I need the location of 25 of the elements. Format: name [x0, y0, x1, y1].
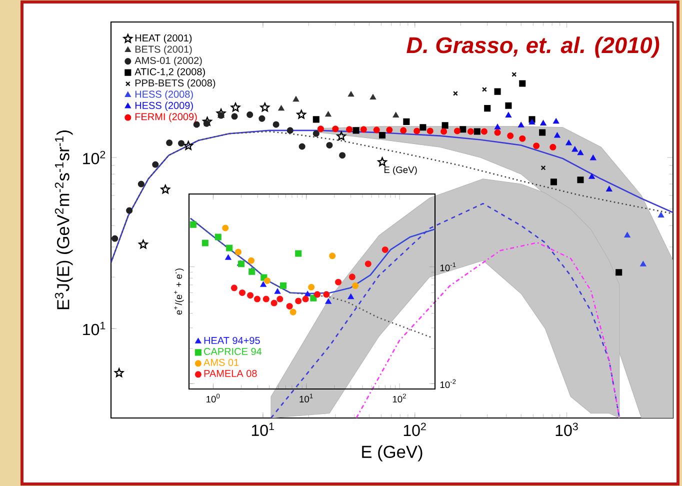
text: E$^{3}$J(E) (GeV$^{2}$m$^{-2}$s$^{-1}$sr$^{-1}$) [54, 130, 73, 310]
legend-label: BETS (2001) [135, 45, 192, 55]
legend-label: AMS 01 [204, 358, 239, 366]
legend-label: HEAT 94+95 [204, 336, 260, 344]
annotation: D. Grasso, et. al. (2010) [406, 36, 660, 58]
x-tick-label: 10$^{2}$ [392, 394, 406, 402]
x-tick-label: 10$^{0}$ [206, 394, 220, 402]
x-tick-label: 10$^{1}$ [300, 394, 313, 402]
x-tick-label: 10$^{1}$ [252, 422, 274, 436]
legend-label: AMS-01 (2002) [134, 56, 202, 66]
legend-label: ATIC-1,2 (2008) [134, 68, 205, 78]
legend-label: HEAT (2001) [135, 34, 192, 44]
x-axis-title: E (GeV) [384, 166, 417, 175]
y-tick-label: 10$^{-1}$ [440, 262, 456, 272]
x-tick-label: 10$^{2}$ [404, 422, 426, 436]
legend-label: PAMELA 08 [204, 370, 257, 377]
legend-label: HESS (2009) [135, 102, 193, 111]
y-axis-title: e$^{+}$/(e$^{+}$ + e$^{-}$) [174, 268, 184, 315]
y-tick-label: 10$^{-2}$ [440, 379, 456, 388]
x-axis-title: E (GeV) [362, 445, 422, 462]
x-tick-label: 10$^{3}$ [556, 422, 578, 436]
legend-label: PPB-BETS (2008) [135, 79, 216, 88]
legend-label: CAPRICE 94 [204, 348, 262, 356]
legend-label: FERMI (2009) [135, 112, 197, 122]
legend-label: HESS (2008) [135, 90, 193, 100]
